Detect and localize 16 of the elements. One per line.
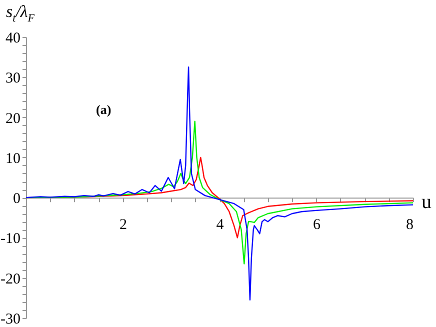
y-tick-label: 20 xyxy=(6,110,20,127)
y-tick-label: 30 xyxy=(6,70,20,87)
x-axis-title: u xyxy=(422,191,432,214)
line-series xyxy=(26,66,413,301)
x-tick-label: 6 xyxy=(313,217,321,234)
y-tick-label: 0 xyxy=(13,191,20,208)
x-tick-label: 4 xyxy=(216,217,224,234)
y-tick-label: -20 xyxy=(0,271,20,288)
x-tick-label: 8 xyxy=(406,217,414,234)
y-tick-label: 10 xyxy=(6,150,20,167)
y-tick-label: -10 xyxy=(0,231,20,248)
x-tick-label: 2 xyxy=(120,217,127,234)
y-tick-label: 40 xyxy=(6,30,20,46)
annotation: (a) xyxy=(96,102,112,117)
y-axis-title: s$_{t}$/λ$_{F}$ xyxy=(6,2,35,24)
y-tick-label: -30 xyxy=(0,312,20,327)
